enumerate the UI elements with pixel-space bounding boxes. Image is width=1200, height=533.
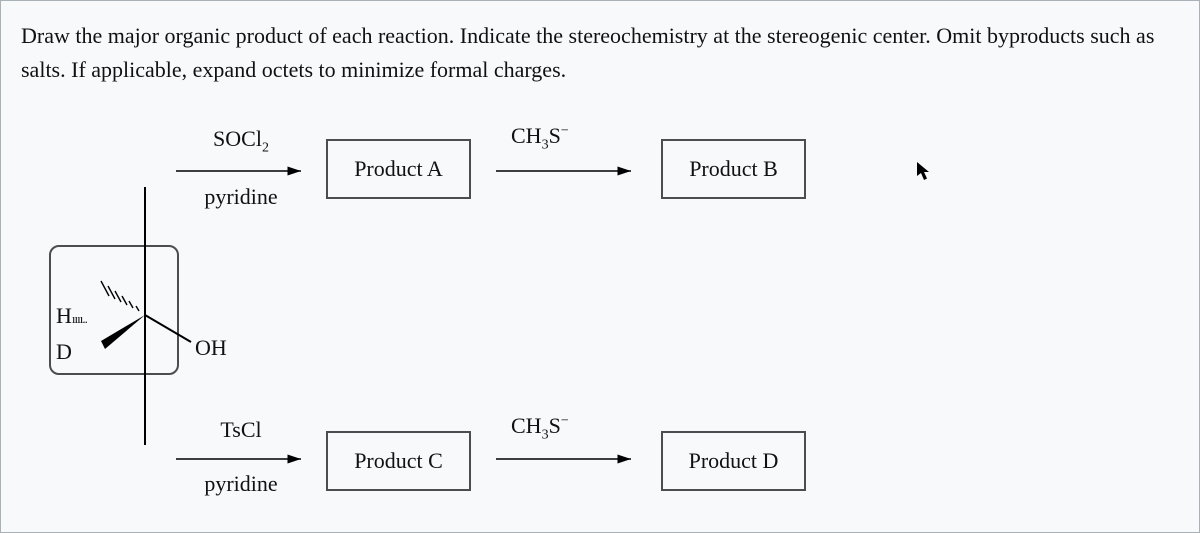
arrow-bottom-1 xyxy=(176,449,316,469)
product-c-box[interactable]: Product C xyxy=(326,431,471,491)
nucleophile-bottom: CH3S− xyxy=(511,413,569,443)
product-b-label: Product B xyxy=(689,156,778,182)
cursor-icon xyxy=(916,161,930,181)
reagent-bottom-lower: pyridine xyxy=(186,471,296,497)
reagent-top-label-upper: SOCl2 xyxy=(181,126,301,157)
product-a-box[interactable]: Product A xyxy=(326,139,471,199)
arrow-bottom-2 xyxy=(496,449,646,469)
sm-label-h: Hıııı.. xyxy=(56,303,87,329)
product-c-label: Product C xyxy=(354,448,443,474)
product-b-box[interactable]: Product B xyxy=(661,139,806,199)
sm-label-d: D xyxy=(56,339,72,365)
nucleophile-top: CH3S− xyxy=(511,123,569,153)
product-d-label: Product D xyxy=(689,448,779,474)
arrow-top-1 xyxy=(176,161,316,181)
instruction-text: Draw the major organic product of each r… xyxy=(21,19,1179,87)
sm-label-oh: OH xyxy=(195,335,227,361)
product-d-box[interactable]: Product D xyxy=(661,431,806,491)
reagent-bottom-label-upper: TsCl xyxy=(186,417,296,443)
reagent-top-lower: pyridine xyxy=(181,184,301,210)
reagent-bottom: TsCl xyxy=(186,417,296,443)
reagent-top: SOCl2 xyxy=(181,126,301,157)
reagent-bottom-label-lower: pyridine xyxy=(186,471,296,497)
reagent-top-label-lower: pyridine xyxy=(181,184,301,210)
product-a-label: Product A xyxy=(354,156,443,182)
arrow-top-2 xyxy=(496,161,646,181)
